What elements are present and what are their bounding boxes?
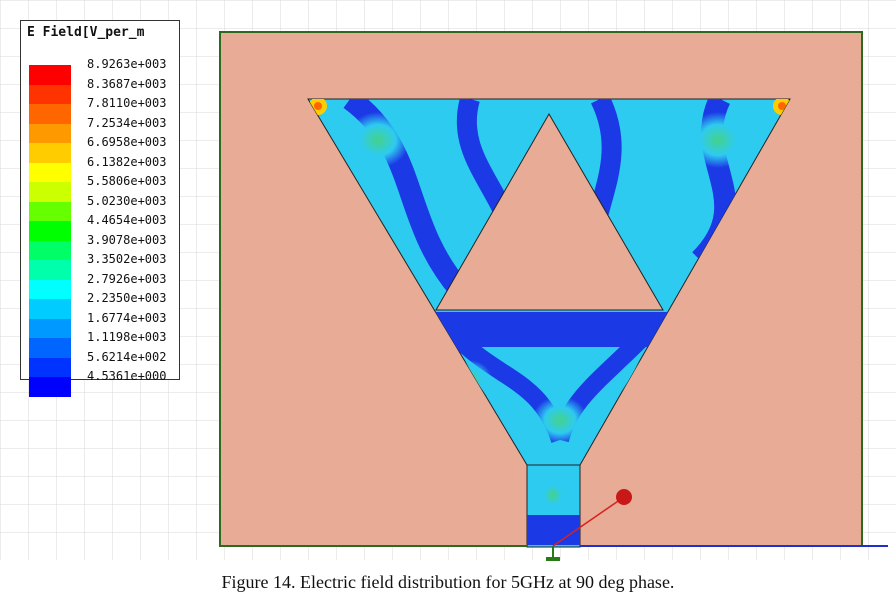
legend-label: 3.3502e+003: [87, 252, 167, 266]
figure-caption: Figure 14. Electric field distribution f…: [221, 572, 675, 592]
legend-row: 7.8110e+003: [29, 96, 177, 124]
legend-label: 7.2534e+003: [87, 115, 167, 130]
legend-label: 5.6214e+002: [87, 349, 167, 364]
inner-slot: [435, 113, 664, 311]
legend-row: 2.7926e+003: [29, 272, 177, 299]
legend-title: E Field[V_per_m: [27, 25, 145, 40]
legend-swatch: [29, 279, 71, 299]
legend-swatch: [29, 260, 71, 280]
legend-row: 6.6958e+003: [29, 135, 177, 163]
axis-marker: [546, 489, 632, 561]
legend-label: 5.5806e+003: [87, 174, 167, 188]
legend-swatch: [29, 377, 71, 397]
legend-row: 8.9263e+003: [29, 57, 177, 85]
legend-label: 2.2350e+003: [87, 291, 167, 305]
legend-label: 6.6958e+003: [87, 135, 167, 149]
legend-label: 8.3687e+003: [87, 76, 167, 91]
legend-label: 4.4654e+003: [87, 213, 167, 227]
color-legend: E Field[V_per_m 8.9263e+003 8.3687e+003 7.…: [20, 20, 180, 397]
legend-row: 1.6774e+003: [29, 311, 177, 338]
legend-swatch: [29, 357, 71, 377]
legend-row: 3.3502e+003: [29, 252, 177, 280]
legend-swatch: [29, 318, 71, 338]
legend-swatch: [29, 84, 71, 104]
legend-swatch: [29, 65, 71, 85]
legend-label: 4.5361e+000: [87, 369, 167, 383]
legend-row: 5.0230e+003: [29, 194, 177, 221]
legend-label: 1.1198e+003: [87, 330, 167, 344]
legend-row: 4.4654e+003: [29, 213, 177, 241]
legend-label: 5.0230e+003: [87, 193, 167, 208]
legend-label: 8.9263e+003: [87, 57, 167, 71]
legend-row: 6.1382e+003: [29, 155, 177, 182]
legend-swatch: [29, 182, 71, 202]
legend-row: 7.2534e+003: [29, 116, 177, 143]
legend-row: 5.5806e+003: [29, 174, 177, 202]
legend-row: 8.3687e+003: [29, 77, 177, 104]
legend-swatch: [29, 221, 71, 241]
legend-label: 1.6774e+003: [87, 310, 167, 325]
legend-label: 2.7926e+003: [87, 271, 167, 286]
legend-swatch: [29, 123, 71, 143]
legend-swatch: [29, 240, 71, 260]
legend-row: 3.9078e+003: [29, 233, 177, 260]
legend-label: 6.1382e+003: [87, 154, 167, 169]
legend-swatch: [29, 143, 71, 163]
legend-swatch: [29, 338, 71, 358]
legend-row: 2.2350e+003: [29, 291, 177, 319]
legend-label: 7.8110e+003: [87, 96, 167, 110]
legend-row: 1.1198e+003: [29, 330, 177, 358]
legend-row: 4.5361e+000: [29, 369, 177, 397]
legend-swatch: [29, 299, 71, 319]
legend-row: 5.6214e+002: [29, 350, 177, 377]
legend-swatch: [29, 201, 71, 221]
legend-swatch: [29, 162, 71, 182]
legend-label: 3.9078e+003: [87, 232, 167, 247]
antenna-patch: [307, 98, 791, 548]
legend-swatch: [29, 104, 71, 124]
